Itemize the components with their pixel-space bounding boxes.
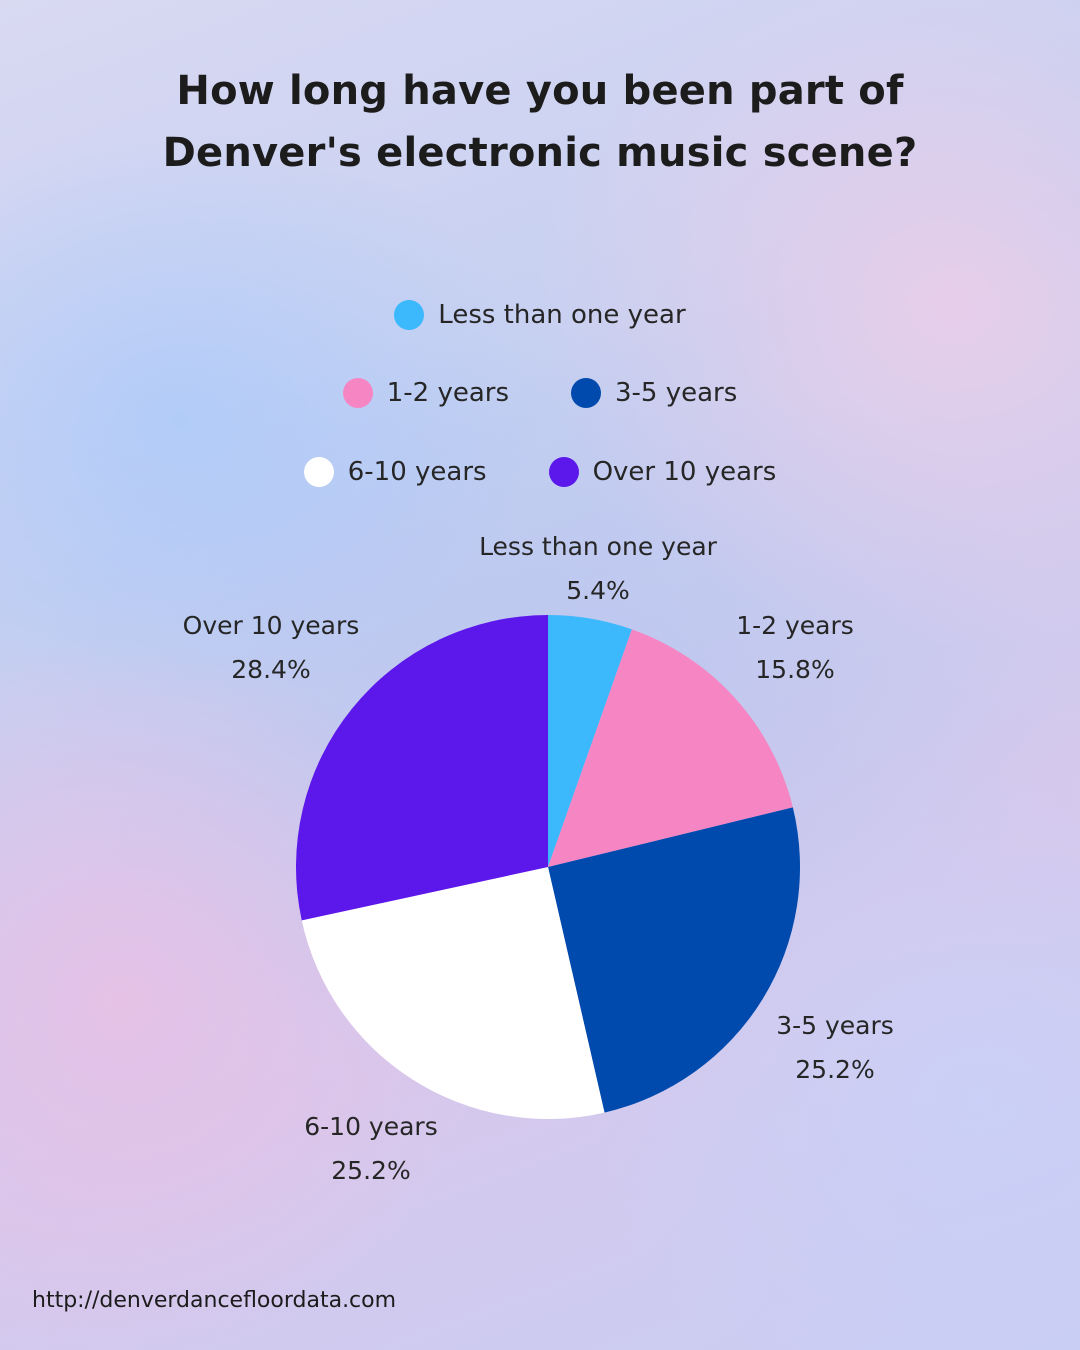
legend-item-less-than-one-year: Less than one year bbox=[394, 300, 686, 330]
slice-value-6-10-years: 25.2% bbox=[331, 1156, 410, 1185]
pie-slice-1-2-years bbox=[548, 629, 793, 867]
pie-slice-6-10-years bbox=[301, 867, 605, 1120]
legend-swatch-less-than-one-year bbox=[394, 300, 425, 330]
slice-label-1-2-years: 1-2 years bbox=[736, 611, 854, 640]
legend-label-1-2-years: 1-2 years bbox=[386, 378, 509, 408]
slice-label-less-than-one-year: Less than one year bbox=[479, 532, 718, 561]
slice-value-less-than-one-year: 5.4% bbox=[566, 576, 630, 605]
legend-item-over-10-years: Over 10 years bbox=[548, 457, 777, 487]
slice-value-1-2-years: 15.8% bbox=[755, 655, 834, 684]
pie-slice-3-5-years bbox=[548, 807, 800, 1113]
slice-label-over-10-years: Over 10 years bbox=[183, 611, 360, 640]
legend-item-6-10-years: 6-10 years bbox=[303, 457, 487, 487]
chart-title-line-2: Denver's electronic music scene? bbox=[162, 130, 918, 176]
slice-label-6-10-years: 6-10 years bbox=[304, 1112, 437, 1141]
chart-title-line-1: How long have you been part of bbox=[176, 68, 904, 114]
legend-label-6-10-years: 6-10 years bbox=[347, 457, 487, 487]
legend-item-1-2-years: 1-2 years bbox=[342, 378, 509, 408]
legend-label-3-5-years: 3-5 years bbox=[615, 378, 738, 408]
legend-label-over-10-years: Over 10 years bbox=[592, 457, 777, 487]
slice-label-3-5-years: 3-5 years bbox=[776, 1011, 894, 1040]
legend-label-less-than-one-year: Less than one year bbox=[438, 300, 686, 330]
source-url: http://denverdancefloordata.com bbox=[32, 1288, 397, 1313]
pie-slice-over-10-years bbox=[296, 615, 548, 921]
legend-swatch-1-2-years bbox=[342, 378, 373, 408]
legend-swatch-3-5-years bbox=[571, 378, 601, 408]
legend-row-3: 6-10 years Over 10 years bbox=[0, 457, 1080, 487]
legend-swatch-6-10-years bbox=[303, 457, 334, 487]
legend-swatch-over-10-years bbox=[548, 457, 579, 487]
legend-item-3-5-years: 3-5 years bbox=[571, 378, 737, 408]
chart-title: How long have you been part of Denver's … bbox=[0, 60, 1080, 184]
legend-row-1: Less than one year bbox=[0, 300, 1080, 330]
pie-slice-less-than-one-year bbox=[548, 615, 632, 867]
legend-row-2: 1-2 years 3-5 years bbox=[0, 378, 1080, 408]
slice-value-3-5-years: 25.2% bbox=[795, 1055, 874, 1084]
slice-value-over-10-years: 28.4% bbox=[231, 655, 310, 684]
